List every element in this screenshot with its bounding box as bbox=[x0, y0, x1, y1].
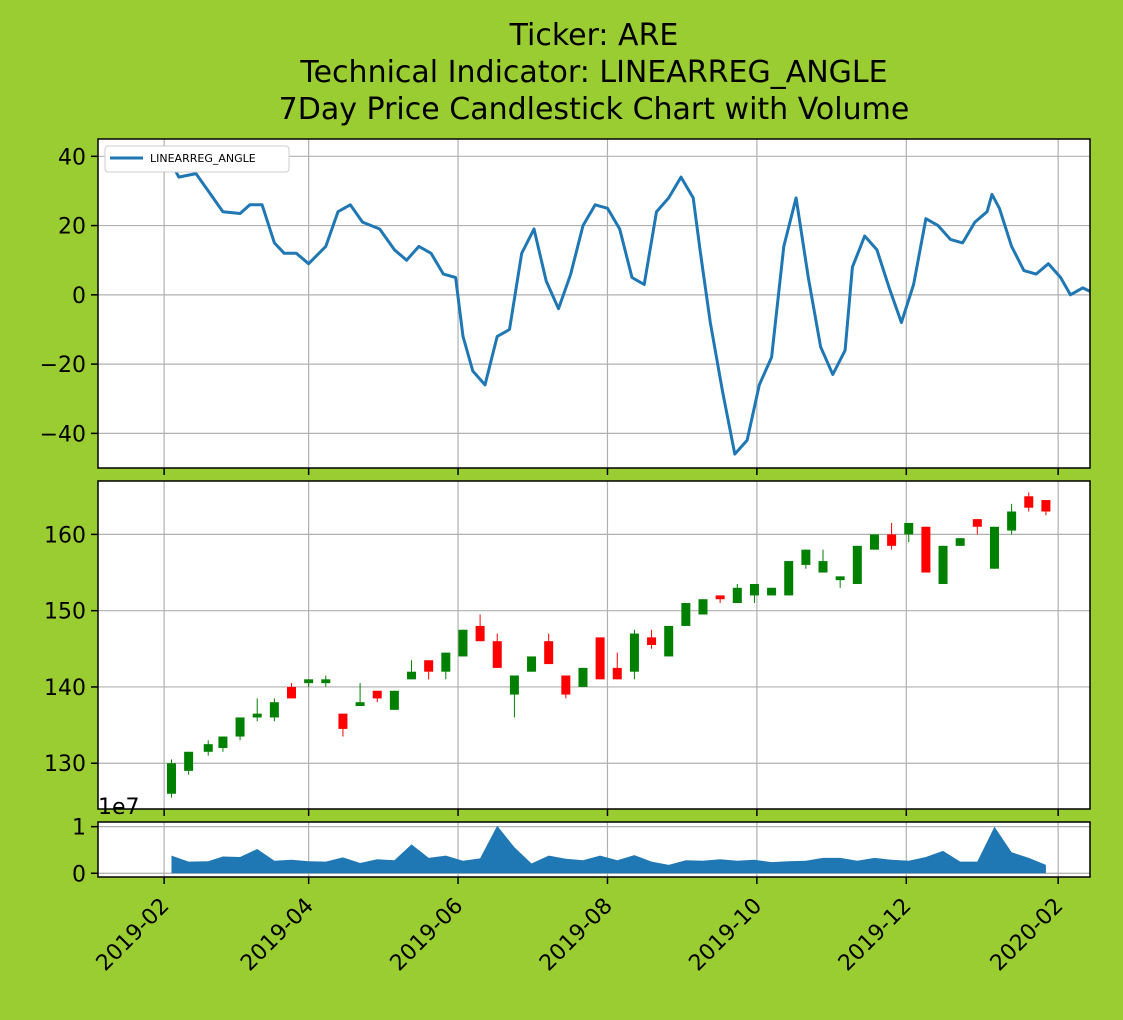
candle-body-10 bbox=[338, 713, 348, 729]
candle-body-7 bbox=[287, 686, 297, 699]
x-tick-label-2: 2019-06 bbox=[386, 894, 469, 977]
candle-body-28 bbox=[647, 637, 657, 645]
candle-body-45 bbox=[938, 545, 948, 584]
candle-body-36 bbox=[784, 561, 794, 596]
candle-body-48 bbox=[989, 526, 999, 569]
volume-border bbox=[97, 821, 1091, 878]
candle-body-30 bbox=[681, 603, 691, 626]
legend-label: LINEARREG_ANGLE bbox=[150, 152, 256, 165]
candle-body-11 bbox=[355, 702, 365, 707]
candle-body-22 bbox=[544, 641, 554, 665]
volume-area bbox=[171, 825, 1046, 874]
indicator-ytick-label-0: −40 bbox=[40, 422, 86, 447]
candle-body-19 bbox=[492, 641, 502, 668]
legend-box bbox=[104, 145, 290, 173]
candle-body-2 bbox=[203, 744, 213, 752]
candle-body-13 bbox=[389, 690, 399, 710]
x-tick-label-3: 2019-08 bbox=[535, 894, 618, 977]
volume-panel: 0 1 1e7 bbox=[72, 795, 1091, 887]
candle-body-5 bbox=[252, 713, 262, 718]
price-ytick-label-3: 160 bbox=[44, 523, 86, 548]
candle-body-17 bbox=[458, 629, 468, 657]
x-tick-label-1: 2019-04 bbox=[236, 894, 319, 977]
candle-body-15 bbox=[424, 660, 434, 672]
candle-body-39 bbox=[835, 576, 845, 581]
candle-body-21 bbox=[527, 656, 537, 672]
candle-body-3 bbox=[218, 736, 228, 748]
title-line-3: 7Day Price Candlestick Chart with Volume bbox=[279, 92, 910, 127]
candle-body-40 bbox=[852, 545, 862, 584]
x-axis: 2019-02 2019-04 2019-06 2019-08 2019-10 2019-… bbox=[92, 894, 1069, 977]
indicator-ytick-label-3: 20 bbox=[58, 215, 86, 240]
candle-body-37 bbox=[801, 549, 811, 565]
candle-body-25 bbox=[595, 637, 605, 680]
candle-body-43 bbox=[904, 522, 914, 535]
candle-body-31 bbox=[698, 599, 708, 615]
volume-multiplier-label: 1e7 bbox=[98, 795, 140, 820]
candle-body-23 bbox=[561, 675, 571, 695]
candle-body-32 bbox=[715, 595, 725, 600]
candle-body-33 bbox=[732, 587, 742, 604]
title-line-2: Technical Indicator: LINEARREG_ANGLE bbox=[299, 55, 887, 90]
candle-body-50 bbox=[1024, 496, 1034, 508]
volume-ytick-label-0: 0 bbox=[72, 862, 86, 887]
candle-body-8 bbox=[304, 679, 314, 684]
price-ytick-label-0: 130 bbox=[44, 752, 86, 777]
candle-body-16 bbox=[441, 652, 451, 672]
indicator-panel: −40 −20 0 20 40 LINEARREG_ANGLE bbox=[40, 138, 1091, 475]
candle-body-49 bbox=[1007, 511, 1017, 531]
candle-body-41 bbox=[869, 534, 879, 550]
candle-body-27 bbox=[629, 633, 639, 672]
indicator-line bbox=[170, 162, 1091, 456]
price-ytick-label-2: 150 bbox=[44, 600, 86, 625]
indicator-ytick-label-1: −20 bbox=[40, 353, 86, 378]
price-border bbox=[97, 480, 1091, 810]
x-tick-label-4: 2019-10 bbox=[684, 894, 767, 977]
candle-body-26 bbox=[612, 667, 622, 680]
candle-body-44 bbox=[921, 526, 931, 573]
x-tick-label-5: 2019-12 bbox=[834, 894, 917, 977]
indicator-border bbox=[97, 138, 1091, 469]
candle-body-6 bbox=[269, 702, 279, 718]
candle-body-47 bbox=[972, 519, 982, 527]
candle-body-38 bbox=[818, 561, 828, 573]
price-ytick-label-1: 140 bbox=[44, 676, 86, 701]
indicator-background bbox=[98, 139, 1090, 468]
x-tick-label-0: 2019-02 bbox=[92, 894, 175, 977]
candle-body-29 bbox=[664, 625, 674, 657]
candle-body-46 bbox=[955, 538, 965, 546]
candle-body-1 bbox=[184, 751, 194, 771]
indicator-ytick-label-2: 0 bbox=[72, 284, 86, 309]
candle-body-0 bbox=[166, 763, 176, 794]
candle-body-4 bbox=[235, 717, 245, 737]
price-background bbox=[98, 481, 1090, 809]
candle-body-9 bbox=[321, 679, 331, 684]
indicator-ytick-label-4: 40 bbox=[58, 145, 86, 170]
candle-body-51 bbox=[1041, 500, 1051, 512]
candle-body-20 bbox=[509, 675, 519, 695]
price-panel: 130 140 150 160 bbox=[44, 480, 1091, 816]
candle-body-35 bbox=[767, 587, 777, 596]
candle-body-34 bbox=[749, 583, 759, 596]
candle-body-42 bbox=[887, 534, 897, 546]
candle-body-18 bbox=[475, 625, 485, 642]
volume-ytick-label-1: 1 bbox=[72, 816, 86, 841]
legend: LINEARREG_ANGLE bbox=[104, 145, 290, 173]
candle-body-14 bbox=[407, 671, 417, 680]
title-line-1: Ticker: ARE bbox=[509, 18, 679, 53]
candle-body-24 bbox=[578, 667, 588, 687]
x-tick-label-6: 2020-02 bbox=[986, 894, 1069, 977]
candle-body-12 bbox=[372, 690, 382, 699]
